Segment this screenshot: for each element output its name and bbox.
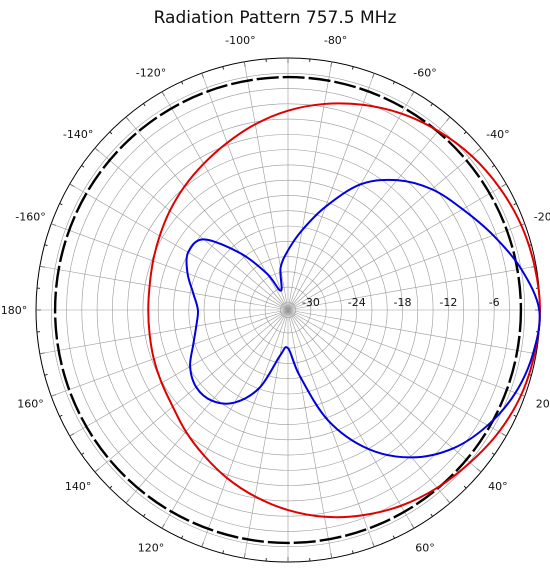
angle-tick-label: -80° [324,34,347,47]
angle-tick-label: -120° [136,67,166,80]
angular-gridline [51,309,289,397]
angular-gridline [287,309,375,547]
chart-title: Radiation Pattern 757.5 MHz [153,8,397,28]
radial-tick-label: -24 [348,296,366,309]
angle-tick-mark [352,66,354,70]
angle-tick-labels: 0°20°40°60°80°100°120°140°160°180°-160°-… [1,34,550,554]
radial-tick-label: -12 [439,296,457,309]
angular-gridline [161,309,289,529]
angular-gridline [94,147,289,311]
angle-tick-mark [109,485,113,489]
angle-tick-label: -60° [413,67,436,80]
radial-tick-label: -6 [489,296,500,309]
angle-tick-label: 160° [17,398,44,411]
angle-tick-mark [44,244,48,246]
angle-tick-mark [463,131,467,135]
radial-tick-labels: -30 -24 -18 -12 -6 [302,296,500,309]
angle-tick-label: 120° [138,541,165,554]
angle-tick-mark [513,203,517,206]
angular-gridline [243,309,289,559]
angle-tick-label: -40° [486,128,509,141]
angle-tick-label: -100° [225,34,255,47]
angular-gridline [94,309,289,473]
angle-tick-mark [59,203,63,206]
angle-tick-mark [181,81,184,85]
angular-gridline [39,309,289,355]
angular-gridline [287,309,525,397]
angle-tick-mark [143,513,146,517]
angle-tick-label: 20° [536,398,550,411]
angle-tick-mark [430,513,433,517]
series-line-3 [185,178,541,459]
angular-gridline [287,309,537,355]
angular-gridline [125,309,289,504]
angle-tick-label: -20° [534,210,550,223]
angular-gridline [69,309,289,437]
angle-tick-mark [44,374,48,376]
angle-tick-mark [109,131,113,135]
angular-gridline [125,116,289,311]
angle-tick-label: 140° [65,480,92,493]
angle-tick-mark [491,165,495,168]
angular-gridline [287,309,482,473]
angle-tick-label: 40° [488,480,508,493]
angle-tick-mark [222,66,224,70]
angle-tick-mark [392,81,395,85]
angle-tick-mark [143,103,146,107]
series-layer [53,75,542,545]
angle-tick-label: -140° [63,128,93,141]
radial-tick-label: -30 [302,296,320,309]
angle-tick-mark [352,550,354,554]
angular-gridline [287,73,375,311]
angle-tick-label: 60° [415,541,435,554]
angular-gridline [287,309,507,437]
angular-gridline [51,223,289,311]
angle-tick-mark [59,414,63,417]
angle-tick-label: -160° [15,210,45,223]
angular-gridline [287,265,537,311]
angular-gridline [287,309,415,529]
angle-tick-mark [181,535,184,539]
angle-tick-mark [513,414,517,417]
angular-gridline [39,265,289,311]
angle-tick-mark [81,452,85,455]
angle-tick-mark [491,452,495,455]
angular-gridline [287,147,482,311]
angular-gridline [287,309,451,504]
angular-gridline [287,223,525,311]
series-line-2 [147,102,542,519]
angular-gridline [201,309,289,547]
angular-gridline [287,116,451,311]
radial-tick-label: -18 [394,296,412,309]
angular-gridline [201,73,289,311]
angle-tick-mark [222,550,224,554]
angular-gridline [287,91,415,311]
angle-tick-label: 180° [1,304,28,317]
angle-tick-mark [392,535,395,539]
angular-gridline [69,183,289,311]
angle-tick-mark [81,165,85,168]
angular-gridline [287,183,507,311]
angle-tick-mark [463,485,467,489]
angle-tick-mark [430,103,433,107]
polar-grid [36,58,540,562]
series-line-1 [53,75,523,545]
